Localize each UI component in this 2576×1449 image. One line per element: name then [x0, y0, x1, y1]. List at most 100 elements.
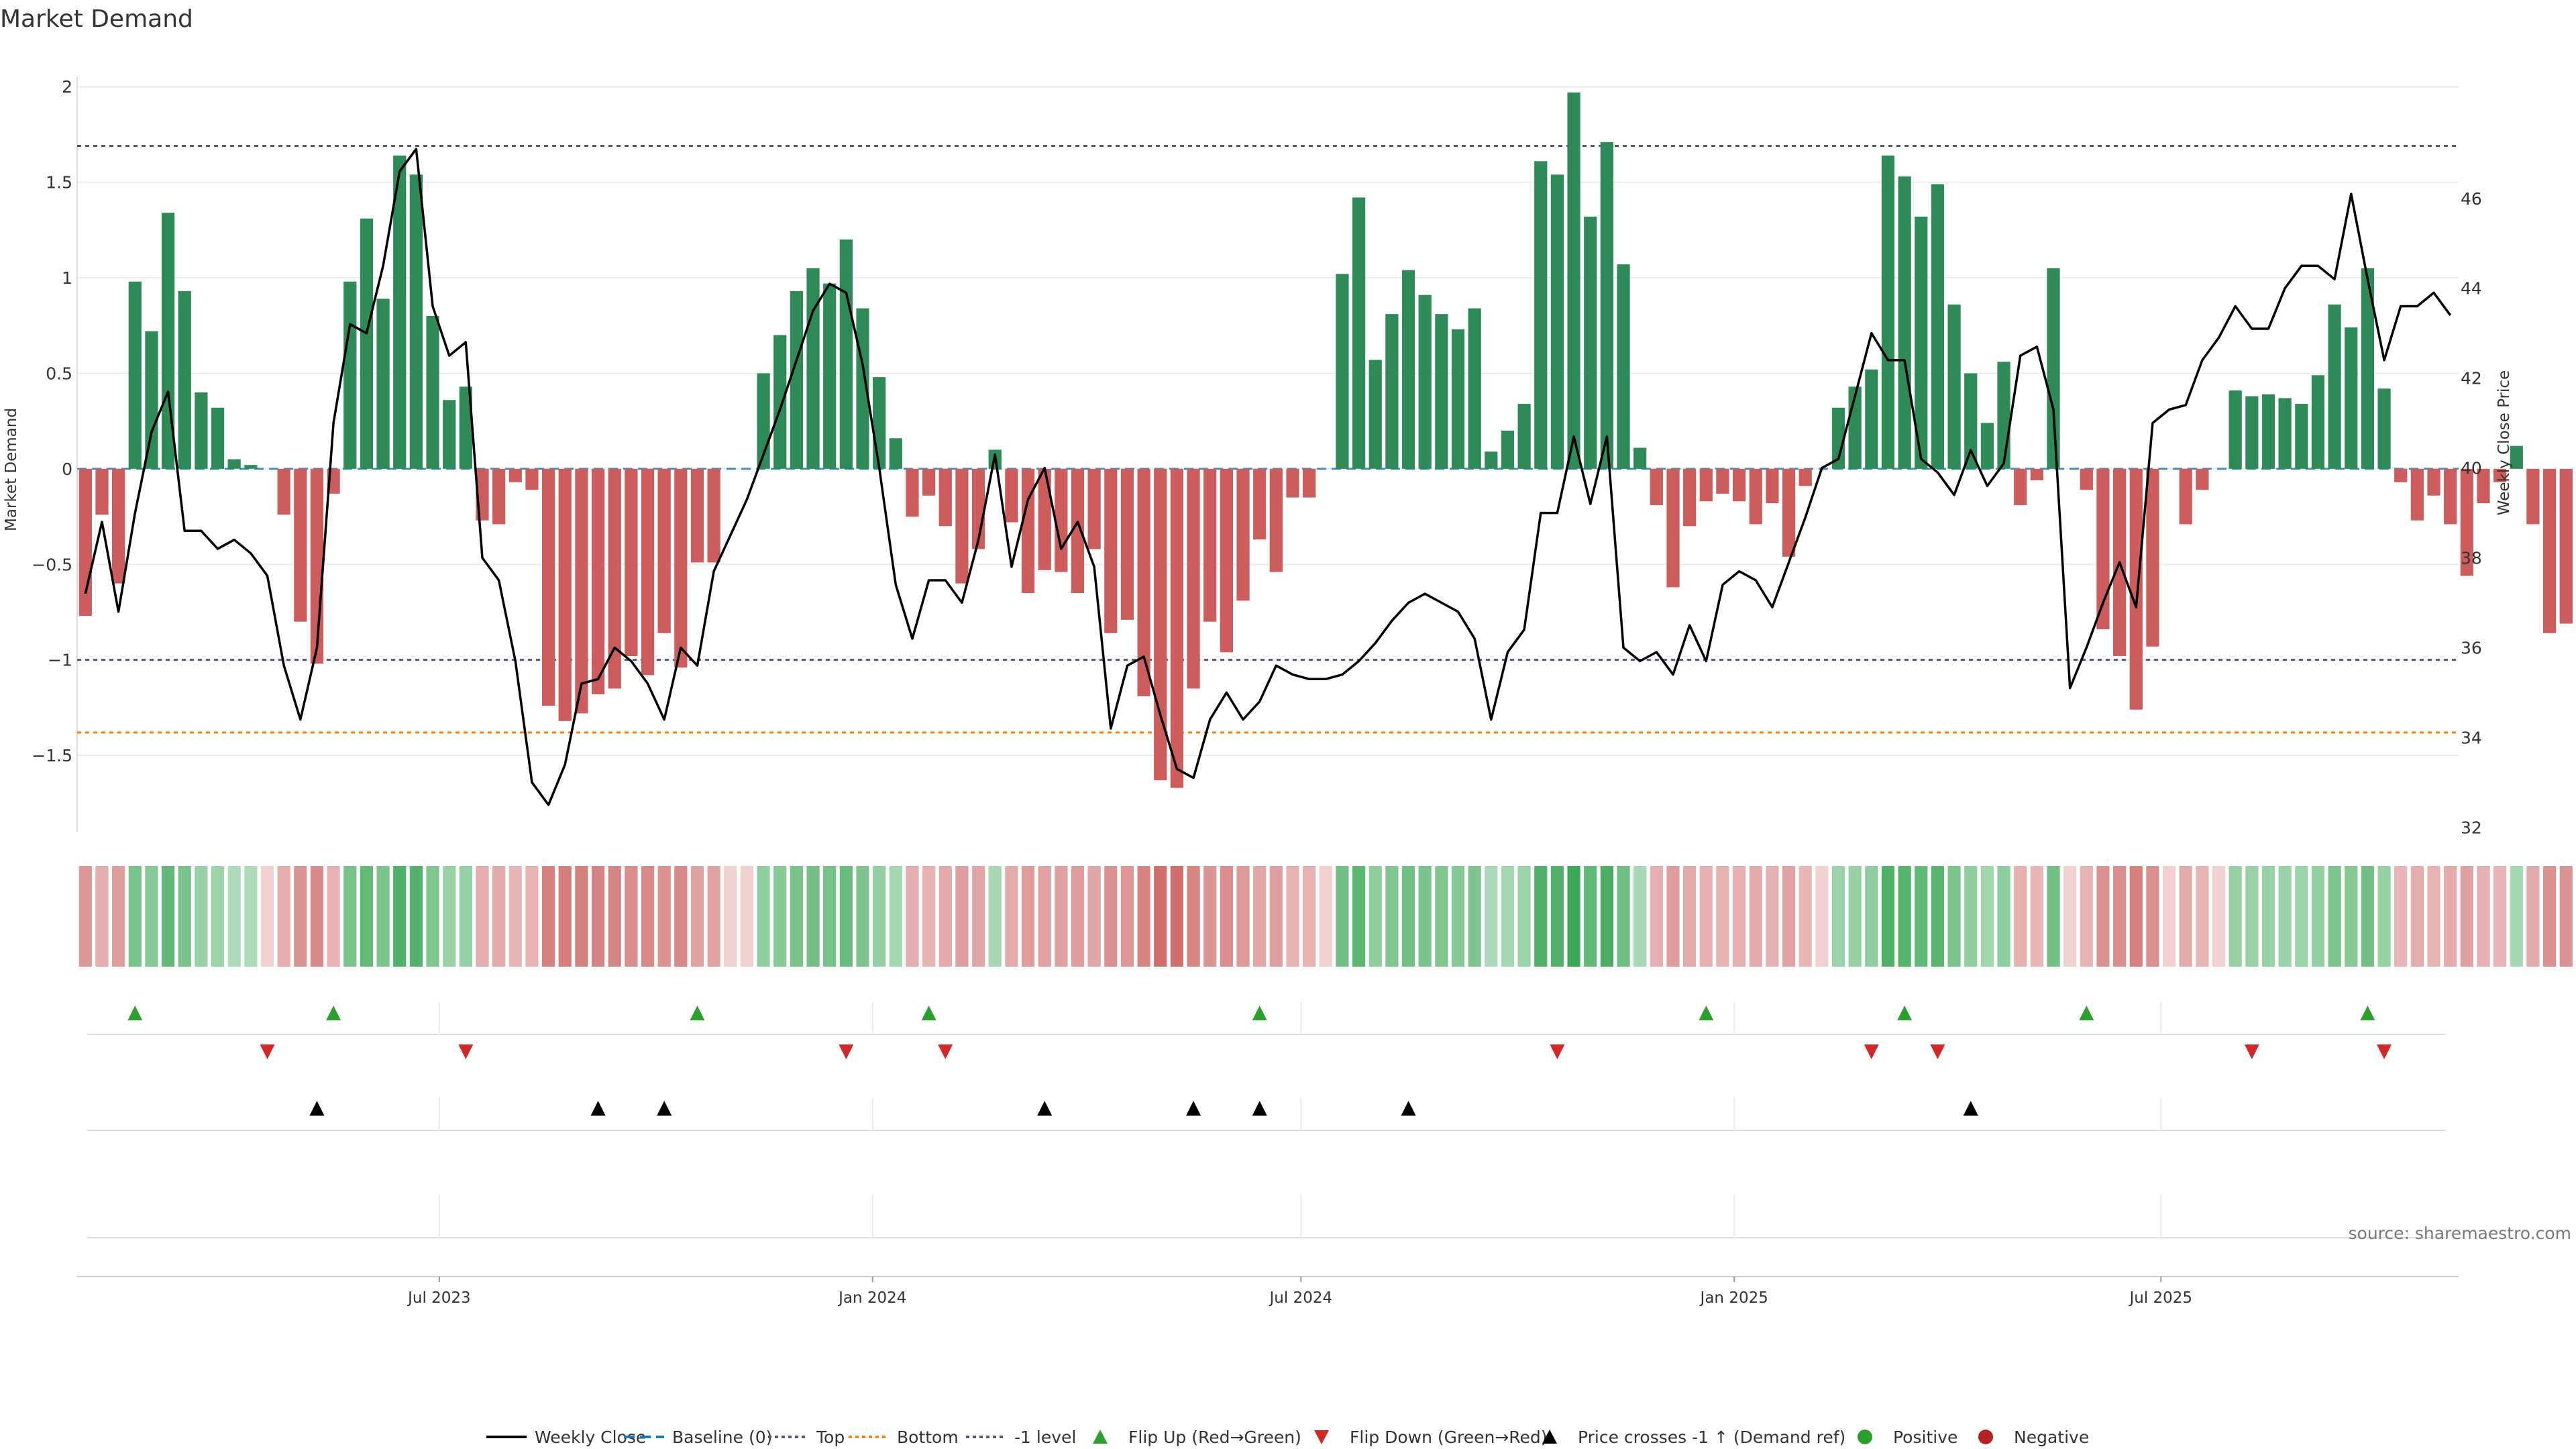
legend-symbol [1093, 1430, 1108, 1444]
x-tick-label: Jul 2024 [1269, 1289, 1333, 1307]
heat-cell [2245, 866, 2259, 967]
positive-bar [343, 281, 357, 469]
negative-bar [2526, 468, 2540, 525]
heat-cell [1055, 866, 1068, 967]
heat-cell [1021, 866, 1035, 967]
heat-cell [1716, 866, 1729, 967]
heat-cell [889, 866, 902, 967]
x-tick-label: Jul 2025 [2128, 1289, 2192, 1307]
heat-cell [1534, 866, 1548, 967]
negative-bar [1236, 468, 1250, 601]
price-cross-marker [657, 1101, 672, 1116]
heat-cell [1220, 866, 1233, 967]
heat-cell [1782, 866, 1796, 967]
heat-cell [823, 866, 837, 967]
legend: Weekly Close Baseline (0) Top Bottom -1 leve… [486, 1428, 2089, 1447]
heat-cell [1666, 866, 1680, 967]
positive-bar [2510, 445, 2523, 469]
positive-bar [1600, 142, 1613, 469]
heat-cell [625, 866, 638, 967]
heat-cell [1799, 866, 1812, 967]
positive-bar [360, 218, 374, 469]
y-tick-label: 0 [62, 460, 72, 479]
event-panels [87, 1002, 2445, 1238]
heat-cell [2510, 866, 2523, 967]
positive-bar [459, 386, 472, 469]
positive-bar [161, 213, 175, 469]
positive-bar [2278, 398, 2292, 469]
source-note: source: sharemaestro.com [2349, 1224, 2572, 1243]
heat-cell [988, 866, 1002, 967]
heat-cell [1815, 866, 1829, 967]
heat-cell [1005, 866, 1018, 967]
negative-bar [1303, 468, 1316, 498]
heat-cell [575, 866, 588, 967]
heat-cell [426, 866, 439, 967]
heat-cell [1980, 866, 1994, 967]
positive-bar [2328, 304, 2341, 469]
negative-bar [2542, 468, 2557, 633]
negative-bar [558, 468, 572, 721]
heat-cell [1336, 866, 1349, 967]
negative-bar [1203, 468, 1217, 622]
positive-bar [1501, 430, 1515, 469]
positive-bar [1401, 270, 1415, 469]
positive-bar [1336, 274, 1349, 469]
negative-bar [608, 468, 621, 689]
flip-down-marker [839, 1044, 854, 1059]
heat-cell [112, 866, 125, 967]
x-tick-label: Jan 2024 [837, 1289, 906, 1307]
y2-axis-ticks: 46 44 42 40 38 36 34 32 [2461, 189, 2482, 838]
heat-cell [1203, 866, 1217, 967]
flip-down-marker [260, 1044, 275, 1059]
flip-up-marker [690, 1006, 705, 1020]
positive-bar [2377, 388, 2391, 469]
legend-symbol [1314, 1430, 1329, 1444]
negative-bar [641, 468, 655, 676]
heat-cell [2080, 866, 2093, 967]
flip-down-marker [2244, 1044, 2259, 1059]
heat-cell [1683, 866, 1697, 967]
negative-bar [1269, 468, 1283, 572]
heat-cell [1038, 866, 1051, 967]
heat-cell [376, 866, 390, 967]
positive-bar [443, 400, 456, 469]
negative-bar [2030, 468, 2043, 480]
heat-cell [922, 866, 936, 967]
negative-bar [1799, 468, 1812, 486]
negative-bar [1732, 468, 1746, 502]
positive-bar [1435, 314, 1448, 469]
positive-bar [1865, 369, 1878, 469]
positive-bar [2295, 404, 2308, 469]
positive-bar [1915, 216, 1928, 469]
positive-bar [773, 335, 787, 469]
heat-cell [343, 866, 357, 967]
negative-bar [1187, 468, 1200, 689]
heat-cell [2559, 866, 2573, 967]
negative-bar [2444, 468, 2457, 525]
legend-label: Top [816, 1428, 845, 1447]
positive-bar [1385, 314, 1399, 469]
heat-cell [1253, 866, 1267, 967]
negative-bar [541, 468, 555, 706]
heat-cell [1617, 866, 1630, 967]
negative-bar [1071, 468, 1085, 593]
negative-bar [674, 468, 688, 668]
heat-cell [873, 866, 886, 967]
heat-cell [806, 866, 820, 967]
heat-cell [1435, 866, 1448, 967]
heat-cell [1517, 866, 1531, 967]
positive-bar [227, 459, 241, 469]
heat-cell [608, 866, 621, 967]
flip-down-marker [2377, 1044, 2392, 1059]
heat-cell [2493, 866, 2507, 967]
flip-up-marker [921, 1006, 936, 1020]
heat-cell [2345, 866, 2358, 967]
heat-cell [1368, 866, 1382, 967]
heat-cell [476, 866, 489, 967]
positive-bar [128, 281, 142, 469]
negative-bar [657, 468, 671, 633]
negative-bar [938, 468, 952, 527]
heat-cell [459, 866, 472, 967]
